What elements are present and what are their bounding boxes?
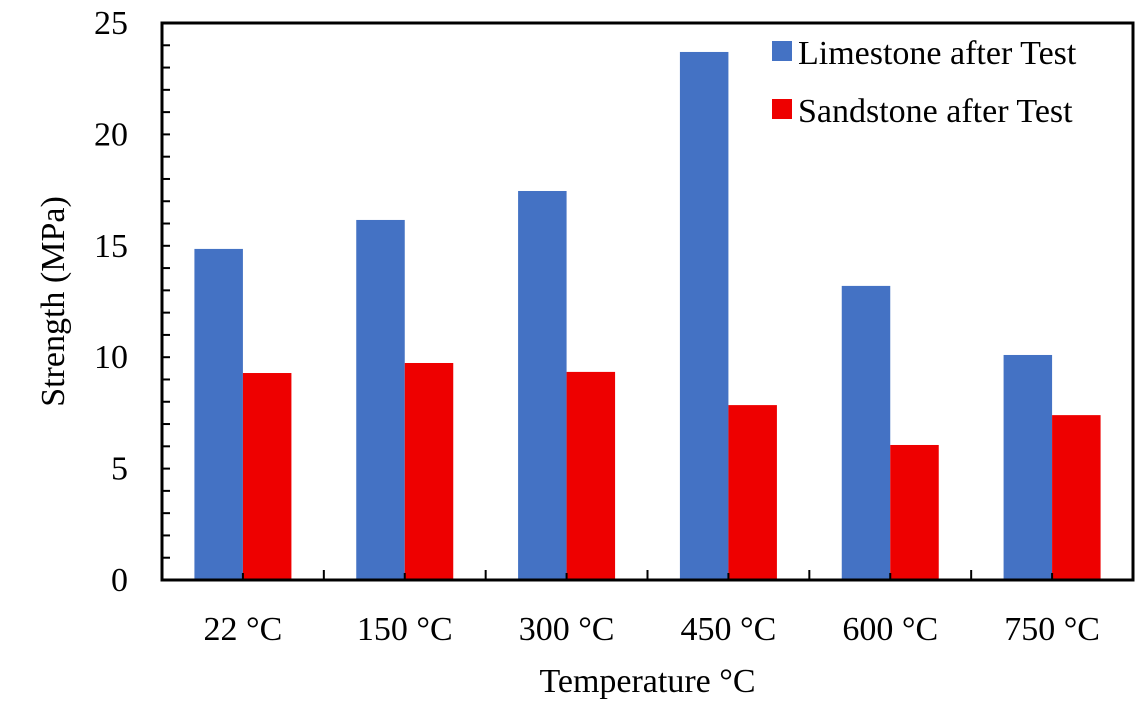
y-tick-label: 25: [94, 5, 128, 42]
x-tick-label: 450 °C: [681, 611, 777, 648]
bar-limestone-1: [356, 219, 405, 580]
bar-limestone-0: [194, 248, 243, 581]
bar-limestone-3: [679, 51, 729, 581]
legend-label: Limestone after Test: [798, 35, 1077, 72]
x-tick-label: 150 °C: [357, 611, 453, 648]
y-tick-label: 10: [94, 339, 128, 376]
x-tick-labels: 22 °C 150 °C 300 °C 450 °C 600 °C 750 °C: [204, 611, 1100, 648]
bar-sandstone-3: [728, 405, 777, 580]
y-axis-title: Strength (MPa): [35, 196, 72, 407]
y-tick-label: 20: [94, 116, 128, 153]
x-axis-title: Temperature °C: [539, 663, 755, 700]
bar-sandstone-2: [566, 371, 616, 580]
x-tick-label: 300 °C: [519, 611, 615, 648]
bar-limestone-4: [841, 285, 891, 580]
legend-swatch-limestone: [772, 41, 792, 61]
x-tick-label: 750 °C: [1004, 611, 1100, 648]
y-tick-label: 15: [94, 228, 128, 265]
bars-group: [194, 51, 1101, 581]
legend-label: Sandstone after Test: [798, 93, 1073, 130]
legend: Limestone after Test Sandstone after Test: [772, 35, 1077, 130]
axes-group: [160, 21, 1135, 582]
y-tick-label: 0: [111, 562, 128, 599]
y-tick-labels: 0 5 10 15 20 25: [94, 5, 128, 599]
bar-sandstone-4: [890, 444, 939, 580]
bar-sandstone-1: [404, 362, 454, 580]
bar-limestone-2: [518, 190, 567, 580]
x-tick-label: 600 °C: [842, 611, 938, 648]
bar-sandstone-5: [1052, 415, 1101, 580]
x-tick-label: 22 °C: [204, 611, 283, 648]
bar-limestone-5: [1003, 354, 1053, 580]
bar-sandstone-0: [242, 373, 292, 580]
legend-swatch-sandstone: [772, 99, 792, 119]
y-tick-label: 5: [111, 451, 128, 488]
